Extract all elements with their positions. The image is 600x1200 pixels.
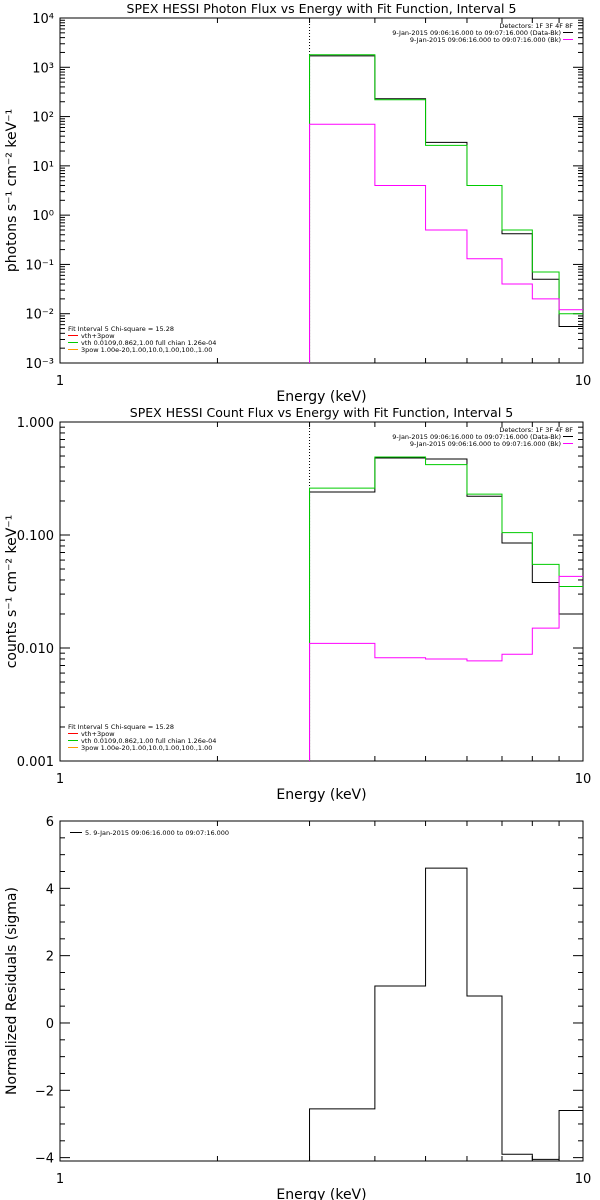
y-tick-label: 1.000 — [17, 416, 54, 431]
y-tick-label: 0.010 — [17, 642, 54, 657]
y-tick-label: 10⁴ — [32, 12, 54, 27]
legend-entry: 3pow 1.00e-20,1.00,10.0,1.00,100.,1.00 — [81, 744, 212, 752]
panel-1: SPEX HESSI Photon Flux vs Energy with Fi… — [4, 1, 591, 405]
legend-fit-info: Fit Interval 5 Chi-square = 15.28 — [68, 325, 174, 333]
x-tick-label: 1 — [56, 1172, 64, 1187]
y-tick-label: 0.001 — [17, 755, 54, 770]
y-tick-label: 10⁻² — [25, 308, 54, 323]
legend-entry: 5. 9-Jan-2015 09:06:16.000 to 09:07:16.0… — [85, 829, 229, 837]
x-axis-label: Energy (keV) — [276, 389, 366, 405]
legend-bottom-left: Fit Interval 5 Chi-square = 15.28vth+3po… — [68, 325, 216, 354]
legend-bottom-left: Fit Interval 5 Chi-square = 15.28vth+3po… — [68, 723, 216, 752]
axes-frame — [59, 17, 584, 364]
legend-entry: 9-Jan-2015 09:06:16.000 to 09:07:16.000 … — [392, 433, 561, 441]
chart-title: SPEX HESSI Count Flux vs Energy with Fit… — [130, 405, 513, 420]
legend-detectors: Detectors: 1F 3F 4F 8F — [499, 426, 573, 434]
legend-entry: 9-Jan-2015 09:06:16.000 to 09:07:16.000 … — [410, 36, 561, 44]
y-tick-label: 0 — [46, 1017, 54, 1032]
y-tick-label: 10⁻¹ — [25, 258, 54, 273]
y-tick-label: 2 — [46, 950, 54, 965]
data-series-group — [309, 54, 583, 363]
x-tick-label: 10 — [575, 1172, 592, 1187]
legend-fit-info: Fit Interval 5 Chi-square = 15.28 — [68, 723, 174, 731]
legend-entry: 3pow 1.00e-20,1.00,10.0,1.00,100.,1.00 — [81, 346, 212, 354]
data-series-group — [309, 456, 583, 761]
y-tick-label: 10² — [32, 111, 54, 126]
axes-frame — [59, 820, 584, 1162]
legend-entry: vth+3pow — [81, 730, 115, 738]
chart-title: SPEX HESSI Photon Flux vs Energy with Fi… — [127, 1, 517, 16]
y-tick-label: 6 — [46, 815, 54, 830]
y-tick-label: −2 — [35, 1084, 54, 1099]
x-axis-label: Energy (keV) — [276, 1187, 366, 1200]
x-axis-label: Energy (keV) — [276, 787, 366, 803]
legend-entry: 9-Jan-2015 09:06:16.000 to 09:07:16.000 … — [410, 440, 561, 448]
x-tick-label: 1 — [56, 772, 64, 787]
y-tick-label: 10¹ — [32, 160, 54, 175]
series-line-3 — [309, 123, 583, 363]
legend-top-left: 5. 9-Jan-2015 09:06:16.000 to 09:07:16.0… — [70, 829, 229, 837]
y-tick-label: 4 — [46, 882, 54, 897]
series-line-1 — [309, 867, 583, 1161]
y-tick-label: 10³ — [32, 61, 54, 76]
legend-entry: vth 0.0109,0.862,1.00 full chian 1.26e-0… — [81, 339, 216, 347]
series-line-2 — [309, 456, 583, 761]
legend-top-right: Detectors: 1F 3F 4F 8F9-Jan-2015 09:06:1… — [392, 22, 573, 44]
y-axis-label: counts s⁻¹ cm⁻² keV⁻¹ — [4, 515, 20, 669]
series-line-1 — [309, 457, 583, 761]
series-line-1 — [309, 55, 583, 363]
x-tick-label: 1 — [56, 374, 64, 389]
data-series-group — [309, 867, 583, 1161]
legend-top-right: Detectors: 1F 3F 4F 8F9-Jan-2015 09:06:1… — [392, 426, 573, 448]
y-axis-label: Normalized Residuals (sigma) — [4, 887, 20, 1095]
x-tick-label: 10 — [575, 772, 592, 787]
x-tick-label: 10 — [575, 374, 592, 389]
y-axis-label: photons s⁻¹ cm⁻² keV⁻¹ — [4, 109, 20, 272]
y-tick-label: 10⁰ — [32, 209, 54, 224]
legend-entry: vth 0.0109,0.862,1.00 full chian 1.26e-0… — [81, 737, 216, 745]
panel-2: SPEX HESSI Count Flux vs Energy with Fit… — [4, 405, 591, 803]
series-line-2 — [309, 54, 583, 363]
legend-entry: 9-Jan-2015 09:06:16.000 to 09:07:16.000 … — [392, 29, 561, 37]
legend-entry: vth+3pow — [81, 332, 115, 340]
y-tick-label: −4 — [35, 1152, 54, 1167]
panel-3: 1 10 Energy (keV) −4 −2 0 2 4 6 Normalized Residu… — [4, 815, 591, 1200]
y-tick-label: 0.100 — [17, 529, 54, 544]
legend-detectors: Detectors: 1F 3F 4F 8F — [499, 22, 573, 30]
series-line-3 — [309, 575, 583, 761]
y-tick-label: 10⁻³ — [25, 357, 54, 372]
axes-frame — [59, 421, 584, 762]
